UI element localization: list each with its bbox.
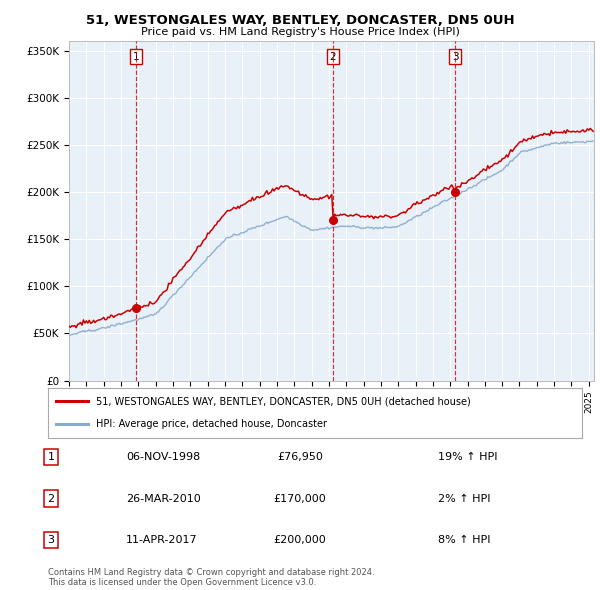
Text: 19% ↑ HPI: 19% ↑ HPI	[438, 453, 497, 462]
Text: HPI: Average price, detached house, Doncaster: HPI: Average price, detached house, Donc…	[96, 419, 327, 430]
Text: 51, WESTONGALES WAY, BENTLEY, DONCASTER, DN5 0UH: 51, WESTONGALES WAY, BENTLEY, DONCASTER,…	[86, 14, 514, 27]
Text: £200,000: £200,000	[274, 535, 326, 545]
Text: 3: 3	[47, 535, 55, 545]
Text: 2: 2	[47, 494, 55, 503]
Text: 3: 3	[452, 51, 458, 61]
Text: 1: 1	[133, 51, 139, 61]
Text: 26-MAR-2010: 26-MAR-2010	[126, 494, 201, 503]
Text: 06-NOV-1998: 06-NOV-1998	[126, 453, 200, 462]
Text: Contains HM Land Registry data © Crown copyright and database right 2024.
This d: Contains HM Land Registry data © Crown c…	[48, 568, 374, 587]
Text: 2: 2	[329, 51, 336, 61]
Text: £76,950: £76,950	[277, 453, 323, 462]
Text: £170,000: £170,000	[274, 494, 326, 503]
Text: 8% ↑ HPI: 8% ↑ HPI	[438, 535, 491, 545]
Text: Price paid vs. HM Land Registry's House Price Index (HPI): Price paid vs. HM Land Registry's House …	[140, 27, 460, 37]
Text: 51, WESTONGALES WAY, BENTLEY, DONCASTER, DN5 0UH (detached house): 51, WESTONGALES WAY, BENTLEY, DONCASTER,…	[96, 396, 471, 406]
Text: 1: 1	[47, 453, 55, 462]
Text: 2% ↑ HPI: 2% ↑ HPI	[438, 494, 491, 503]
Text: 11-APR-2017: 11-APR-2017	[126, 535, 197, 545]
